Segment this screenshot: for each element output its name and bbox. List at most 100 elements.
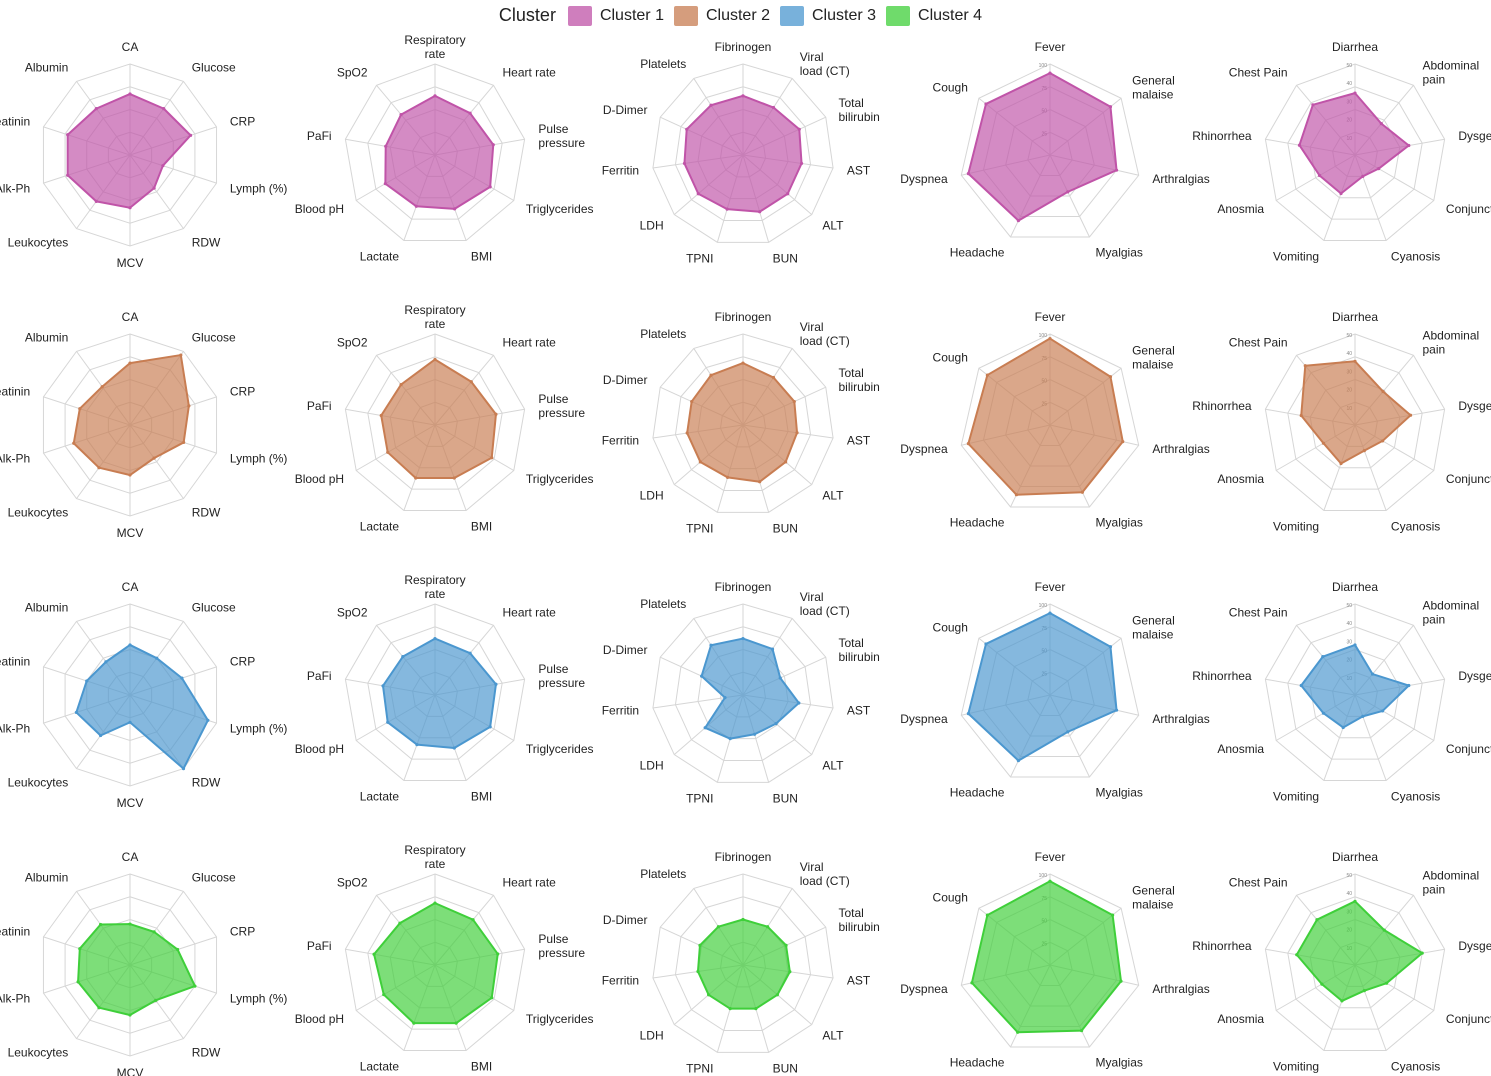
data-point: [152, 456, 156, 460]
data-point: [1295, 953, 1299, 957]
axis-label-line: Fibrinogen: [715, 40, 772, 54]
data-point: [1353, 899, 1357, 903]
axis-label: TPNI: [686, 1062, 713, 1076]
data-point: [128, 720, 132, 724]
data-point: [1321, 441, 1326, 445]
axis-label-line: Myalgias: [1096, 515, 1143, 529]
data-point: [415, 742, 419, 747]
axis-label-line: Triglycerides: [526, 202, 594, 216]
axis-label-line: CA: [122, 310, 139, 324]
data-point: [193, 984, 197, 988]
axis-label: Dysgeusia: [1458, 129, 1491, 143]
axis-label: Dysgeusia: [1458, 939, 1491, 953]
axis-label-line: Lactate: [360, 1059, 400, 1073]
data-point: [741, 361, 745, 365]
axis-label-line: Glucose: [192, 61, 236, 75]
axis-label-line: Myalgias: [1096, 785, 1143, 799]
data-point: [1108, 645, 1113, 649]
axis-label-line: Dysgeusia: [1458, 129, 1491, 143]
axis-label-line: Pulse: [538, 932, 568, 946]
data-point: [490, 996, 494, 1000]
axis-label-line: AST: [847, 163, 871, 177]
data-point: [696, 969, 700, 974]
axis-label-line: Lactate: [360, 519, 400, 533]
series-area: [696, 918, 791, 1010]
data-point: [774, 722, 778, 726]
data-point: [1299, 413, 1303, 418]
data-point: [1066, 730, 1070, 734]
axis-label-line: rate: [425, 47, 446, 61]
data-point: [985, 913, 989, 917]
data-point: [1361, 174, 1365, 178]
axis-label-line: Blood pH: [295, 472, 344, 486]
axis-label-line: Fever: [1035, 580, 1066, 594]
grid-ring: [1264, 873, 1446, 1052]
axis-label-line: Pulse: [538, 122, 568, 136]
data-point: [1377, 167, 1381, 171]
axis-label: General malaise: [1132, 614, 1175, 642]
tick-label: 30: [1346, 639, 1352, 645]
axis-label-line: BMI: [471, 1059, 492, 1073]
data-point: [716, 925, 721, 929]
axis-label-line: Total: [839, 636, 864, 650]
axis-label-line: Dysgeusia: [1458, 939, 1491, 953]
data-point: [1370, 672, 1375, 676]
radar-chart-3-3: Fibrinogen Viral load (CT) Total bilirubin AS…: [602, 580, 880, 806]
radar-chart-2-3: Fibrinogen Viral load (CT) Total bilirubin AS…: [602, 310, 880, 536]
data-point: [401, 655, 405, 659]
axis-label-line: Ferritin: [602, 703, 639, 717]
data-point: [698, 943, 702, 947]
axis-label-line: Myalgias: [1096, 245, 1143, 259]
axis-label: Respiratory rate: [404, 33, 465, 61]
data-point: [1114, 168, 1119, 172]
data-point: [984, 642, 988, 646]
axis-label-line: ALT: [822, 1029, 844, 1043]
axis-label-line: Alk-Ph: [0, 721, 30, 735]
axis-label: Vomiting: [1273, 519, 1319, 533]
tick-label: 40: [1346, 351, 1352, 357]
data-point: [469, 380, 473, 384]
grid-ring: [960, 603, 1140, 778]
axis-label: Vomiting: [1273, 789, 1319, 803]
data-point: [1114, 708, 1119, 712]
axis-label-line: CRP: [230, 115, 255, 129]
data-point: [1380, 709, 1385, 713]
data-point: [1407, 143, 1411, 148]
data-point: [771, 375, 776, 380]
axis-label-line: SpO2: [337, 335, 368, 349]
data-point: [128, 92, 132, 96]
axis-label: Myalgias: [1096, 245, 1143, 259]
axis-label-line: D-Dimer: [603, 103, 648, 117]
axis-label-line: Dysgeusia: [1458, 399, 1491, 413]
data-point: [381, 684, 385, 688]
data-point: [128, 473, 132, 477]
axis-label-line: CRP: [230, 385, 255, 399]
axis-label: D-Dimer: [603, 643, 648, 657]
axis-label-line: Lactate: [360, 249, 400, 263]
axis-label-line: pressure: [538, 676, 585, 690]
axis-label-line: RDW: [192, 775, 221, 789]
axis-label-line: Dysgeusia: [1458, 669, 1491, 683]
axis-label-line: Creatinin: [0, 925, 30, 939]
data-point: [1420, 951, 1424, 955]
axis-label: Triglycerides: [526, 472, 594, 486]
data-point: [775, 993, 779, 997]
axis-label: Chest Pain: [1229, 65, 1288, 79]
radar-chart-2-2: Respiratory rate Heart rate Pulse pressure Tr…: [295, 303, 594, 533]
axis-label-line: Cough: [933, 621, 968, 635]
axis-label-line: Diarrhea: [1332, 310, 1378, 324]
data-point: [1080, 490, 1084, 494]
axis-label: Glucose: [192, 61, 236, 75]
data-point: [491, 143, 495, 147]
axis-label-line: rate: [425, 587, 446, 601]
axis-label: Alk-Ph: [0, 991, 30, 1005]
axis-label-line: malaise: [1132, 628, 1174, 642]
axis-label: AST: [847, 163, 871, 177]
axis-label: General malaise: [1132, 344, 1175, 372]
axis-label: Albumin: [25, 331, 68, 345]
axis-label: Anosmia: [1217, 1012, 1264, 1026]
data-point: [181, 767, 186, 771]
data-point: [488, 185, 492, 189]
axis-label-line: Arthralgias: [1152, 982, 1209, 996]
